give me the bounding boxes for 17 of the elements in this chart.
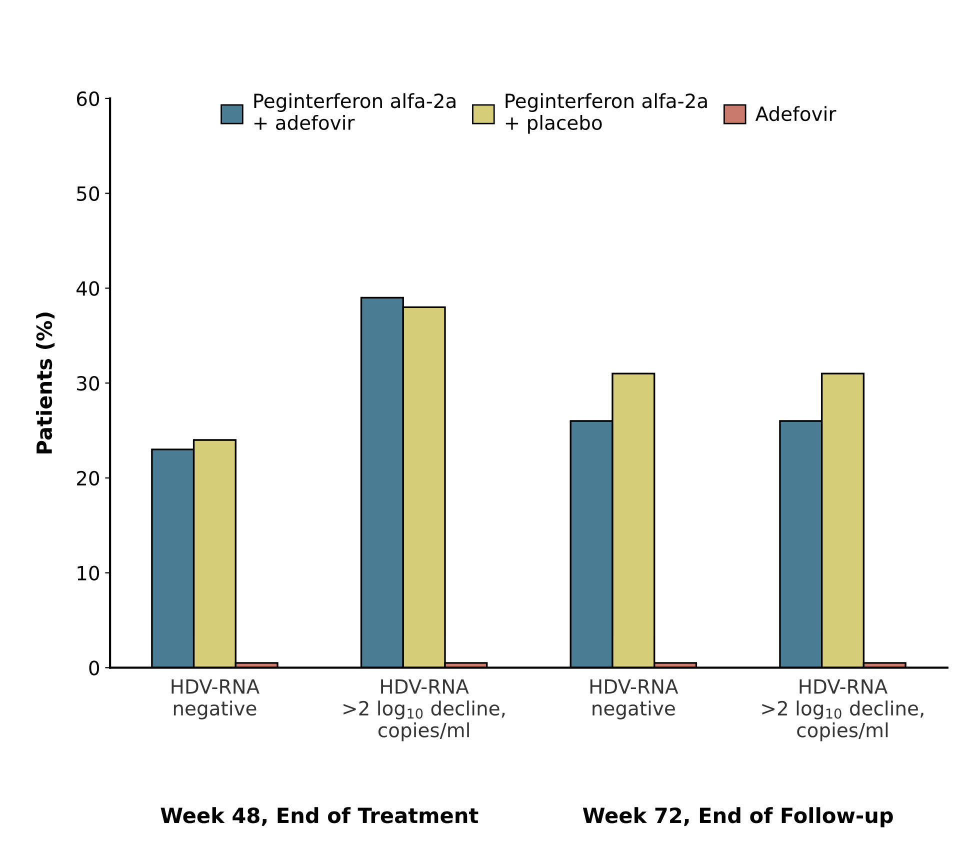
y-tick-label: 10: [78, 566, 100, 580]
y-tick-label: 60: [76, 91, 100, 106]
y-tick-label: 30: [77, 376, 100, 391]
x-tick-label: HDV-RNA >2 log$_{10}$ decline, copies/ml: [344, 679, 505, 742]
text: Week 72, End of Follow-up: [582, 807, 893, 828]
y-tick-label: 20: [77, 470, 100, 486]
x-tick-label: HDV-RNA >2 log$_{10}$ decline, copies/ml: [762, 679, 924, 742]
text: Week 48, End of Treatment: [160, 807, 478, 826]
legend-label: Adefovir: [755, 106, 836, 122]
x-tick-label: HDV-RNA negative: [590, 679, 678, 720]
x-tick-label: HDV-RNA negative: [172, 679, 260, 720]
y-tick-label: 40: [76, 281, 100, 296]
y-tick-label: 50: [77, 186, 100, 201]
y-axis-title: Patients (%): [36, 312, 55, 454]
legend-label: Peginterferon alfa-2a + placebo: [506, 93, 707, 134]
y-tick-label: 0: [89, 660, 100, 676]
legend-label: Peginterferon alfa-2a + adefovir: [254, 93, 456, 130]
